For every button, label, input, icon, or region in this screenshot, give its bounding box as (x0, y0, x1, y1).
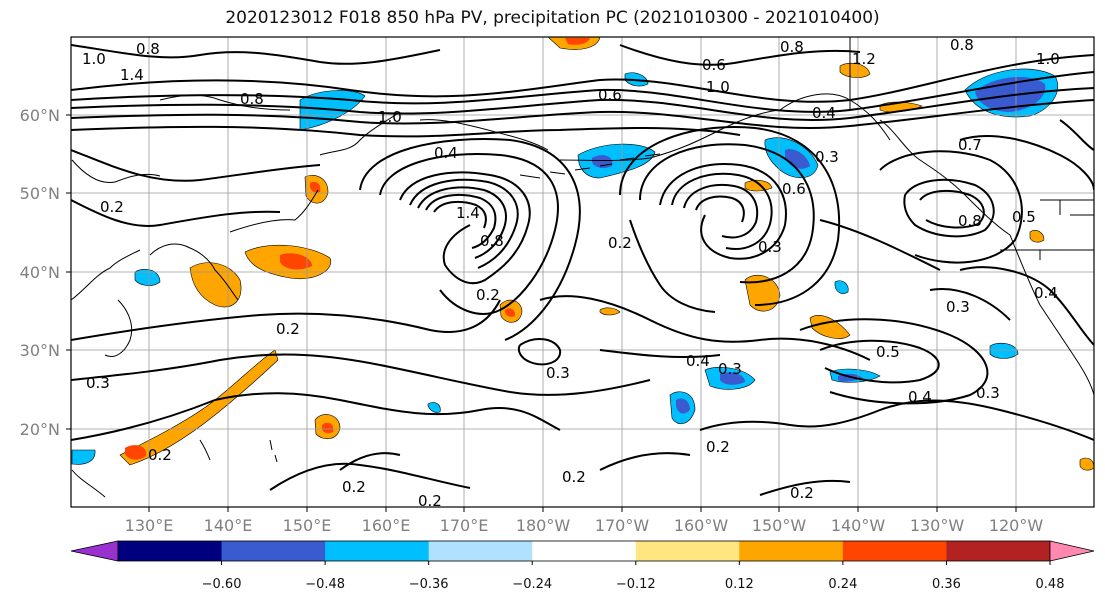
lon-label: 160°W (674, 516, 729, 535)
pv-contours (71, 44, 1094, 496)
contour-label: 0.7 (958, 136, 982, 154)
contour-label: 0.8 (240, 90, 264, 108)
contour-label: 0.8 (950, 36, 974, 54)
lon-label: 160°E (362, 516, 411, 535)
colorbar-tick-label: −0.12 (616, 577, 656, 592)
lon-label: 120°W (989, 516, 1044, 535)
colorbar-box (221, 541, 326, 561)
lat-label: 60°N (20, 106, 60, 125)
colorbar-box (842, 541, 947, 561)
contour-label: 0.3 (815, 148, 839, 166)
contour-label: 0.4 (1034, 284, 1058, 302)
contour-label: 0.8 (780, 38, 804, 56)
contour-label: 0.3 (976, 384, 1000, 402)
contour-label: 1.4 (456, 204, 480, 222)
colorbar-min-extension (70, 540, 119, 562)
contour-label: 0.2 (608, 234, 632, 252)
colorbar-box (739, 541, 844, 561)
colorbar-box (118, 541, 223, 561)
lat-label: 40°N (20, 263, 60, 282)
colorbar-tick-label: −0.48 (305, 577, 345, 592)
lon-label: 130°W (910, 516, 965, 535)
lon-label: 170°W (595, 516, 650, 535)
contour-label: 0.8 (958, 212, 982, 230)
contour-label: 0.6 (598, 86, 622, 104)
colorbar-box (946, 541, 1051, 561)
contour-label: 0.3 (758, 238, 782, 256)
contour-label: 0.8 (480, 232, 504, 250)
contour-label: 0.4 (812, 104, 836, 122)
contour-label: 1.0 (706, 78, 730, 96)
contour-label: 0.2 (418, 492, 442, 510)
map-content: 1.0 0.8 1.4 0.8 0.6 0.8 1.2 0.8 1.0 1.0 … (71, 36, 1094, 510)
lat-label: 30°N (20, 341, 60, 360)
colorbar-tick-label: 0.48 (1036, 577, 1065, 592)
contour-label: 0.2 (706, 438, 730, 456)
lon-label: 140°W (831, 516, 886, 535)
contour-label: 0.6 (782, 180, 806, 198)
contour-label: 0.2 (100, 198, 124, 216)
contour-label: 0.3 (718, 360, 742, 378)
lat-label: 50°N (20, 184, 60, 203)
contour-label: 0.8 (136, 40, 160, 58)
lat-label: 20°N (20, 420, 60, 439)
longitude-axis: 130°E 140°E 150°E 160°E 170°E 180°W 170°… (125, 507, 1044, 535)
contour-label: 0.3 (546, 364, 570, 382)
precip-strong-positive (125, 38, 590, 460)
contour-label: 1.0 (1036, 50, 1060, 68)
colorbar-tick-label: 0.24 (828, 577, 857, 592)
contour-label: 0.3 (946, 298, 970, 316)
colorbar-boxes (117, 540, 1051, 562)
contour-label: 0.2 (148, 446, 172, 464)
lon-label: 150°W (752, 516, 807, 535)
contour-label: 0.4 (686, 352, 710, 370)
colorbar-max-extension (1049, 540, 1095, 562)
contour-label: 0.5 (876, 343, 900, 361)
contour-label: 0.2 (342, 478, 366, 496)
contour-label: 0.2 (790, 484, 814, 502)
lon-label: 180°W (516, 516, 571, 535)
colorbar-tick-label: 0.36 (932, 577, 961, 592)
contour-label: 0.6 (702, 56, 726, 74)
contour-label: 0.4 (908, 388, 932, 406)
lon-label: 140°E (204, 516, 253, 535)
lon-label: 150°E (283, 516, 332, 535)
contour-label: 1.0 (82, 50, 106, 68)
contour-label: 0.3 (86, 374, 110, 392)
contour-label: 0.2 (276, 320, 300, 338)
colorbar-box (325, 541, 430, 561)
lon-label: 130°E (125, 516, 174, 535)
colorbar: −0.60 −0.48 −0.36 −0.24 −0.12 0.12 0.24 0.36 0.4… (70, 540, 1095, 592)
lon-label: 170°E (440, 516, 489, 535)
colorbar-tick-label: 0.12 (725, 577, 754, 592)
contour-label: 0.2 (562, 468, 586, 486)
colorbar-tick-label: −0.24 (512, 577, 552, 592)
latitude-axis: 60°N 50°N 40°N 30°N 20°N (20, 106, 71, 439)
contour-label: 1.2 (852, 50, 876, 68)
colorbar-ticks: −0.60 −0.48 −0.36 −0.24 −0.12 0.12 0.24 0.36 0.4… (202, 561, 1065, 592)
colorbar-tick-label: −0.60 (202, 577, 242, 592)
contour-label: 1.0 (378, 108, 402, 126)
contour-label: 0.2 (476, 286, 500, 304)
colorbar-box (428, 541, 533, 561)
colorbar-box (532, 541, 637, 561)
colorbar-tick-label: −0.36 (409, 577, 449, 592)
chart-title: 2020123012 F018 850 hPa PV, precipitatio… (225, 8, 880, 28)
colorbar-box (635, 541, 740, 561)
contour-label: 0.4 (434, 144, 458, 162)
contour-labels: 1.0 0.8 1.4 0.8 0.6 0.8 1.2 0.8 1.0 1.0 … (82, 36, 1060, 510)
contour-label: 0.5 (1012, 208, 1036, 226)
contour-label: 1.4 (120, 66, 144, 84)
